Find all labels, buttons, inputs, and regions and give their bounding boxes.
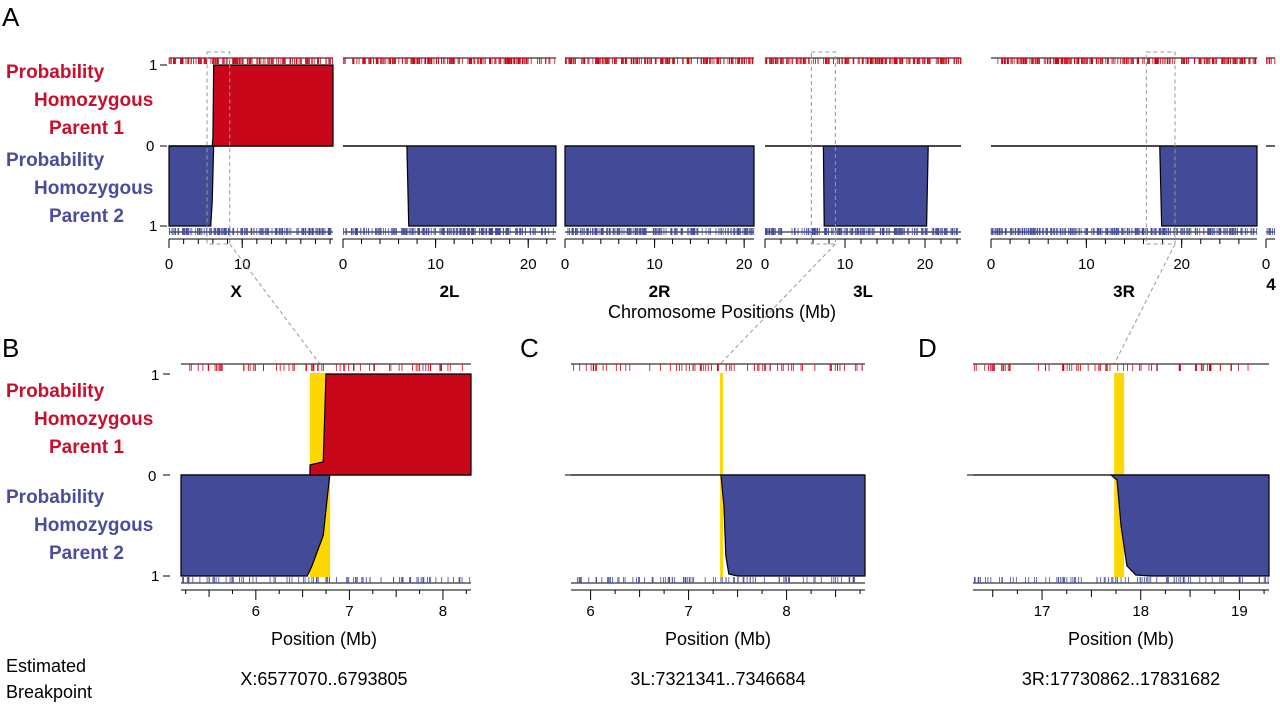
chromosome-2R-parent2-area: [564, 145, 755, 227]
panel-d-letter: D: [918, 333, 937, 363]
x-tick-label: 17: [1034, 603, 1051, 620]
svg-text:Parent 1: Parent 1: [49, 437, 124, 458]
chromosome-X: 0 10 X: [165, 51, 334, 301]
panel-c-letter: C: [520, 333, 539, 363]
x-tick-label: 20: [520, 256, 537, 273]
chromosome-label-3L: 3L: [853, 282, 873, 301]
svg-text:Parent 2: Parent 2: [49, 543, 124, 564]
svg-text:Probability: Probability: [6, 487, 105, 508]
parent1-area: [309, 373, 472, 476]
svg-text:1: 1: [151, 568, 159, 585]
svg-text:1: 1: [149, 57, 157, 74]
x-tick-label: 20: [917, 256, 934, 273]
panel-a-x-axis-title: Chromosome Positions (Mb): [608, 302, 836, 322]
x-tick-label: 19: [1231, 603, 1248, 620]
svg-text:Homozygous: Homozygous: [34, 90, 153, 111]
x-tick-label: 7: [345, 603, 353, 620]
panel-b-plot: 6 7 8: [180, 363, 472, 620]
panel-b-breakpoint-value: X:6577070..6793805: [240, 669, 407, 689]
panel-b-parent2-label: Probability Homozygous Parent 2: [6, 487, 153, 564]
x-tick-label: 10: [837, 256, 854, 273]
chromosome-3L-parent2-area: [765, 145, 961, 227]
chromosome-label-3R: 3R: [1113, 282, 1135, 301]
chromosome-X-parent1-area: [169, 64, 334, 147]
chromosome-3L-zoom-box: [810, 51, 836, 245]
svg-text:0: 0: [146, 138, 154, 155]
panel-c-x-axis-title: Position (Mb): [665, 629, 771, 649]
svg-text:Homozygous: Homozygous: [34, 178, 153, 199]
zoom-connector-x: [229, 243, 321, 365]
x-tick-label: 0: [561, 256, 569, 273]
x-tick-label: 7: [684, 603, 692, 620]
svg-text:Probability: Probability: [6, 381, 105, 402]
panel-a-parent2-label: Probability Homozygous Parent 2: [6, 150, 153, 227]
chromosome-label-2L: 2L: [440, 282, 460, 301]
x-tick-label: 0: [165, 256, 173, 273]
chromosome-2L: 0 10 20 2L: [339, 57, 557, 301]
svg-text:0: 0: [148, 468, 156, 485]
x-tick-label: 0: [761, 256, 769, 273]
x-tick-label: 6: [252, 603, 260, 620]
x-tick-label: 10: [234, 256, 251, 273]
chromosome-X-zoom-box: [206, 51, 231, 245]
panel-d-breakpoint-value: 3R:17730862..17831682: [1022, 669, 1220, 689]
zoom-connectors: [229, 243, 1176, 365]
panel-b-y-axis: 1 0 1: [148, 367, 170, 585]
panel-d-x-axis-title: Position (Mb): [1068, 629, 1174, 649]
x-tick-label: 20: [1173, 256, 1190, 273]
x-tick-label: 0: [987, 256, 995, 273]
x-tick-label: 10: [427, 256, 444, 273]
svg-text:Parent 2: Parent 2: [49, 206, 124, 227]
svg-text:Breakpoint: Breakpoint: [6, 682, 92, 702]
chromosome-3R-parent2-area: [991, 145, 1258, 227]
parent2-area: [720, 474, 866, 577]
zoom-connector-3r: [1113, 243, 1176, 365]
svg-text:1: 1: [149, 218, 157, 235]
panel-c-breakpoint-value: 3L:7321341..7346684: [630, 669, 805, 689]
svg-text:Homozygous: Homozygous: [34, 409, 153, 430]
x-tick-label: 8: [439, 603, 447, 620]
svg-text:Homozygous: Homozygous: [34, 515, 153, 536]
chromosome-label-2R: 2R: [649, 282, 671, 301]
chromosome-3L: 0 10 20 3L: [761, 51, 962, 301]
estimated-breakpoint-label: Estimated Breakpoint: [6, 656, 92, 702]
x-tick-label: 10: [1078, 256, 1095, 273]
svg-text:Parent 1: Parent 1: [49, 118, 124, 139]
x-tick-label: 0: [1262, 256, 1270, 273]
chromosome-3R-zoom-box: [1145, 51, 1176, 245]
x-tick-label: 0: [339, 256, 347, 273]
x-tick-label: 6: [586, 603, 594, 620]
panel-b-x-axis-title: Position (Mb): [271, 629, 377, 649]
panel-a-parent1-label: Probability Homozygous Parent 1: [6, 62, 153, 139]
parent2-area: [1109, 474, 1270, 577]
panel-a-y-axis: 1 0 1: [146, 57, 167, 235]
chromosome-label-4: 4: [1266, 275, 1276, 294]
x-tick-label: 18: [1132, 603, 1149, 620]
panel-d-plot: 17 18 19: [967, 363, 1270, 620]
parent2-area: [180, 474, 331, 577]
panel-c-plot: 6 7 8: [565, 363, 866, 620]
chromosome-4: 04: [1262, 57, 1276, 294]
svg-text:1: 1: [151, 367, 159, 384]
panel-b-parent1-label: Probability Homozygous Parent 1: [6, 381, 153, 458]
chromosome-2L-parent2-area: [343, 145, 557, 227]
chromosome-3R: 0 10 20 3R: [987, 51, 1258, 301]
panel-b-letter: B: [2, 333, 19, 363]
svg-text:Probability: Probability: [6, 150, 105, 171]
chromosome-2R: 0 10 20 2R: [561, 57, 755, 301]
panel-a-letter: A: [2, 2, 20, 32]
svg-text:Probability: Probability: [6, 62, 105, 83]
x-tick-label: 8: [782, 603, 790, 620]
x-tick-label: 10: [646, 256, 663, 273]
chromosome-label-X: X: [230, 282, 242, 301]
chromosome-X-parent2-area: [168, 145, 333, 227]
svg-text:Estimated: Estimated: [6, 656, 86, 676]
x-tick-label: 20: [736, 256, 753, 273]
